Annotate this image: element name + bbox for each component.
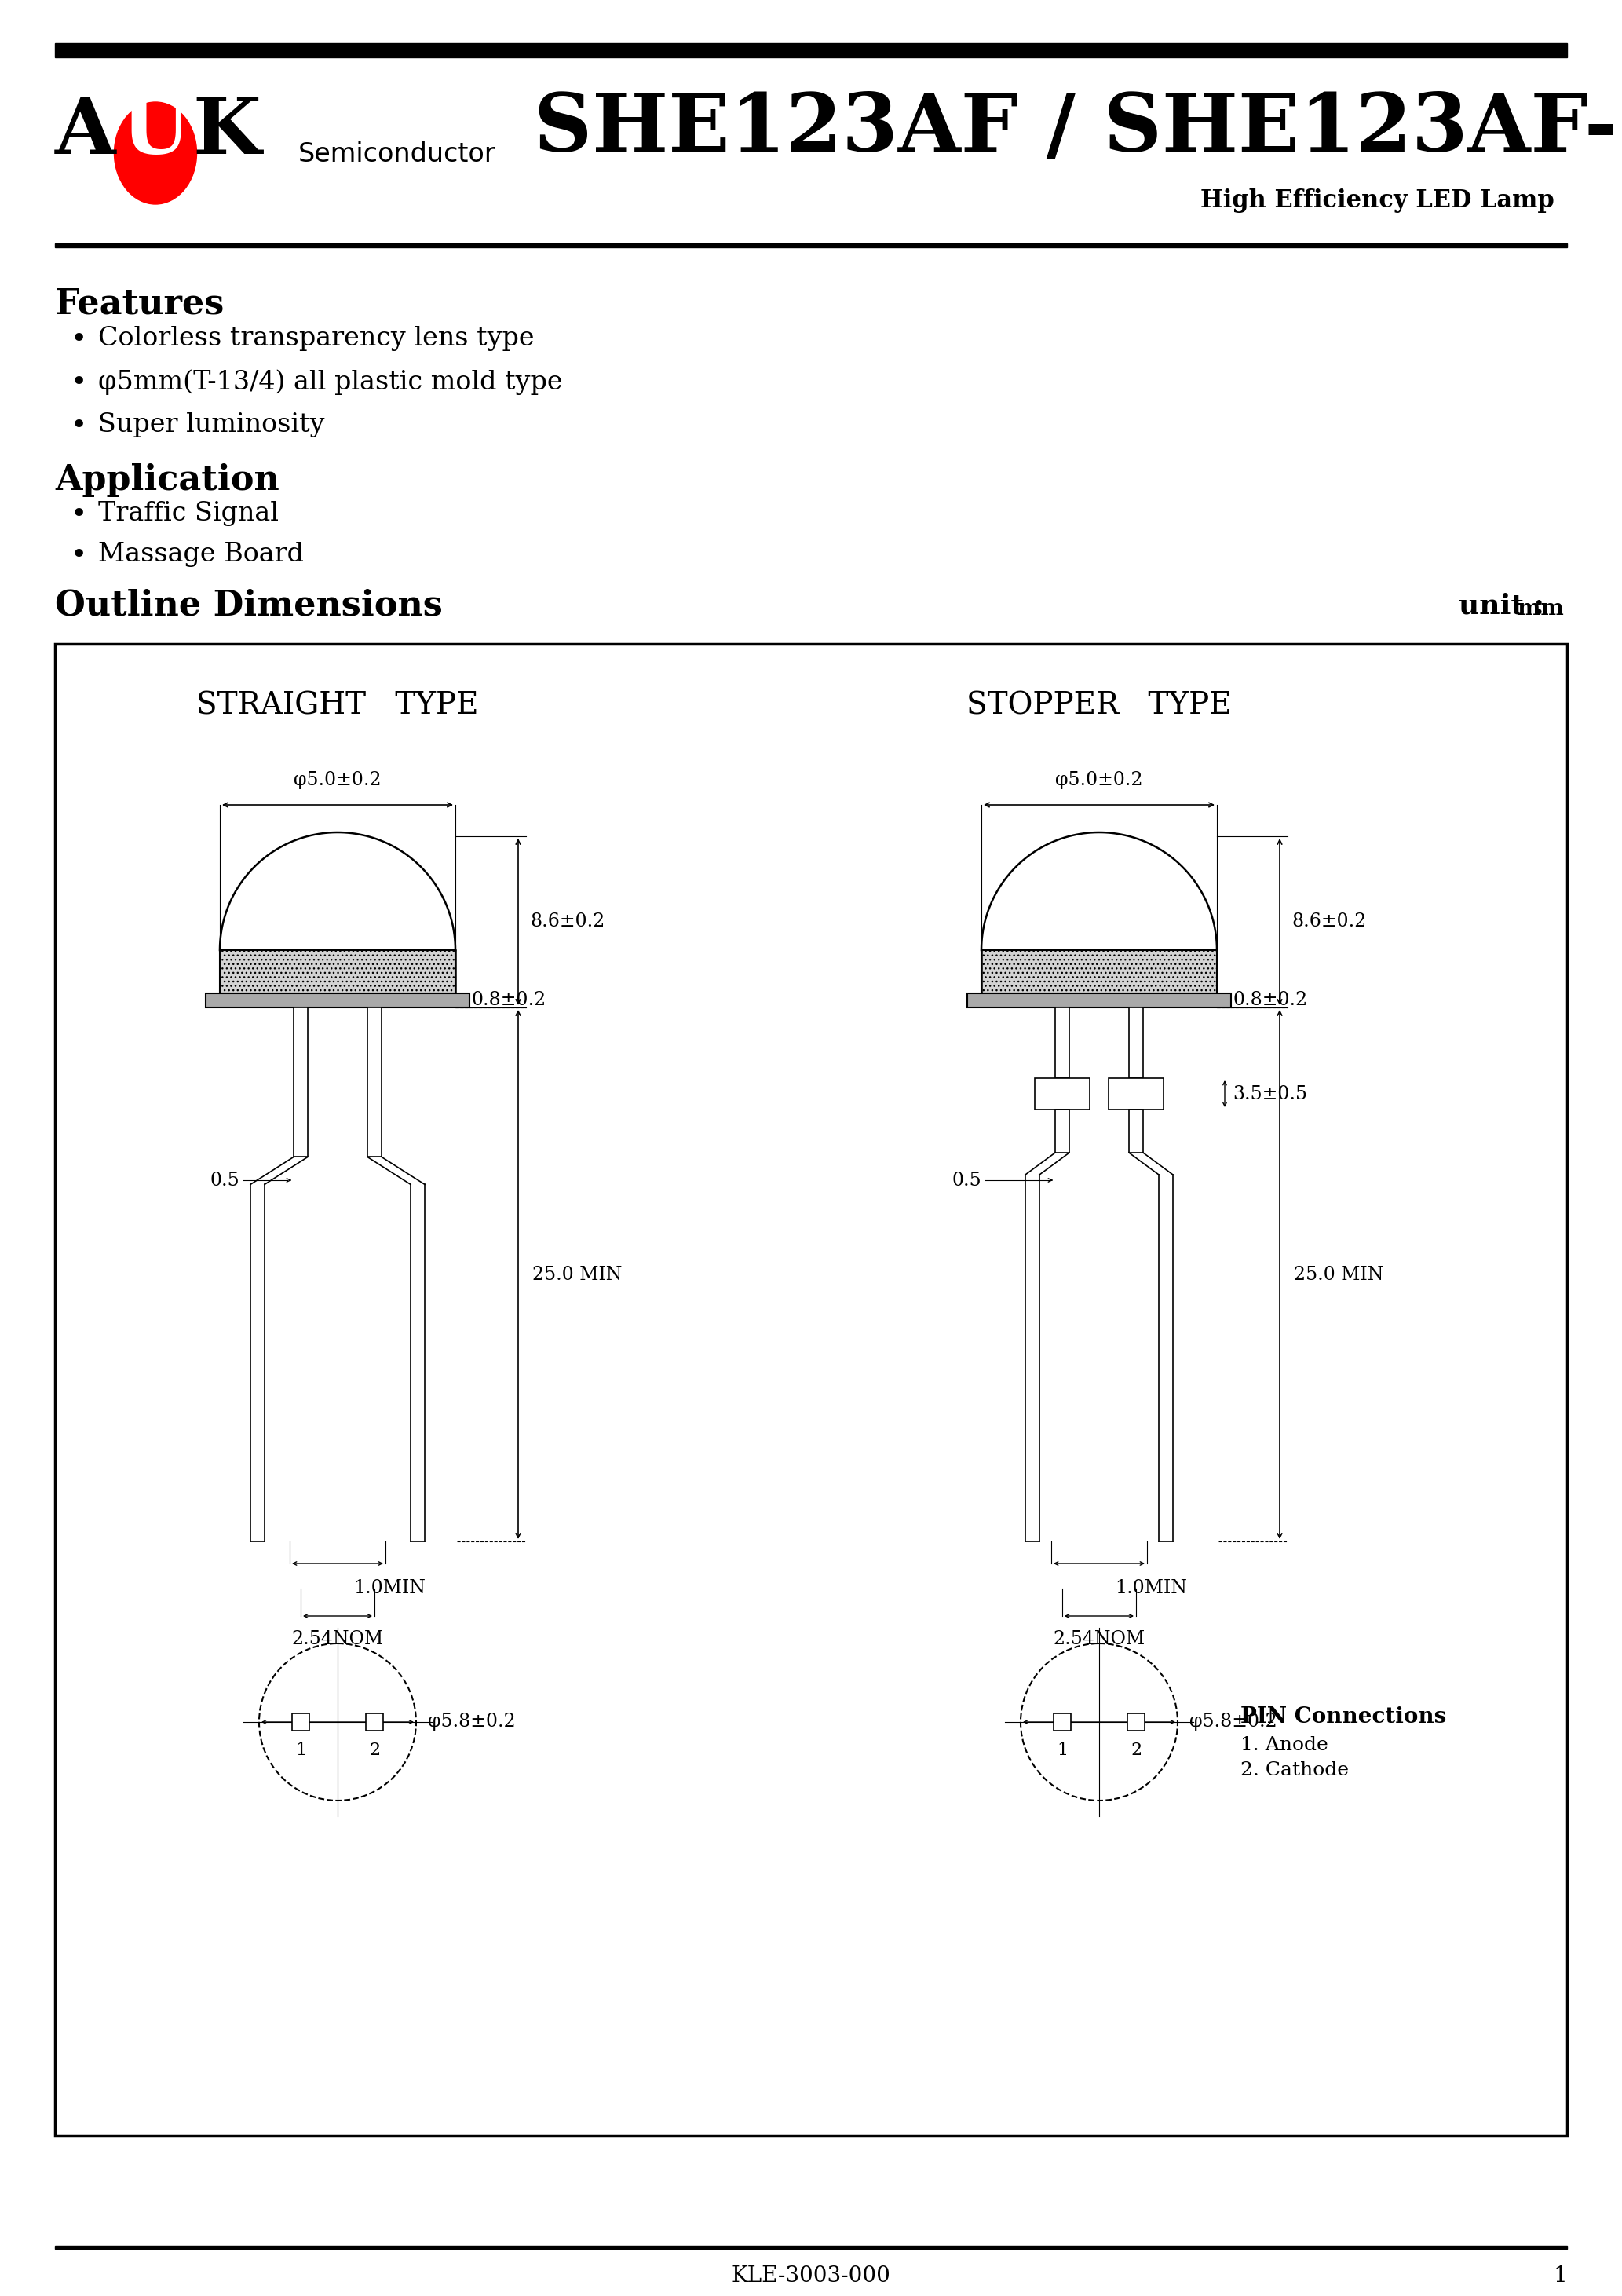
- Bar: [294, 1008, 308, 1157]
- Text: •: •: [71, 542, 88, 569]
- Text: U: U: [122, 94, 190, 170]
- Text: High Efficiency LED Lamp: High Efficiency LED Lamp: [1200, 188, 1554, 214]
- Text: STRAIGHT   TYPE: STRAIGHT TYPE: [196, 691, 478, 721]
- Text: φ5.8±0.2: φ5.8±0.2: [1189, 1713, 1277, 1731]
- Bar: [367, 1713, 383, 1731]
- Bar: [967, 994, 1231, 1008]
- Text: 25.0 MIN: 25.0 MIN: [532, 1265, 623, 1283]
- Text: •: •: [71, 501, 88, 528]
- Text: K: K: [193, 94, 261, 170]
- Text: KLE-3003-000: KLE-3003-000: [732, 2266, 890, 2287]
- Bar: [55, 643, 1567, 2135]
- Bar: [1054, 1713, 1071, 1731]
- Text: Colorless transparency lens type: Colorless transparency lens type: [99, 326, 534, 351]
- Text: Application: Application: [55, 464, 279, 496]
- Text: 8.6±0.2: 8.6±0.2: [1291, 914, 1366, 930]
- Text: 2.54NOM: 2.54NOM: [1053, 1630, 1145, 1649]
- Bar: [221, 951, 456, 994]
- Text: Features: Features: [55, 287, 225, 321]
- Text: 1.0MIN: 1.0MIN: [1114, 1580, 1187, 1598]
- Text: 3.5±0.5: 3.5±0.5: [1233, 1084, 1307, 1102]
- Text: unit :: unit :: [1460, 592, 1554, 620]
- Bar: [368, 1008, 381, 1157]
- Text: 2.54NOM: 2.54NOM: [292, 1630, 384, 1649]
- Text: 0.8±0.2: 0.8±0.2: [1233, 992, 1307, 1010]
- Bar: [55, 44, 1567, 57]
- Text: 8.6±0.2: 8.6±0.2: [530, 914, 605, 930]
- Text: STOPPER   TYPE: STOPPER TYPE: [967, 691, 1231, 721]
- Bar: [55, 2245, 1567, 2248]
- Text: •: •: [71, 326, 88, 354]
- Text: 2: 2: [368, 1743, 380, 1759]
- Text: 1: 1: [1056, 1743, 1067, 1759]
- Bar: [1108, 1079, 1163, 1109]
- Text: mm: mm: [1518, 599, 1564, 620]
- Bar: [1035, 1079, 1090, 1109]
- Text: PIN Connections: PIN Connections: [1241, 1706, 1447, 1727]
- Text: Super luminosity: Super luminosity: [99, 413, 324, 436]
- Text: Traffic Signal: Traffic Signal: [99, 501, 279, 526]
- Bar: [1129, 1109, 1144, 1153]
- Text: 0.8±0.2: 0.8±0.2: [470, 992, 547, 1010]
- Bar: [292, 1713, 310, 1731]
- Text: •: •: [71, 413, 88, 439]
- Text: φ5.8±0.2: φ5.8±0.2: [428, 1713, 516, 1731]
- Text: SHE123AF / SHE123AF-(B): SHE123AF / SHE123AF-(B): [534, 90, 1622, 168]
- Ellipse shape: [114, 101, 196, 204]
- Text: 1. Anode: 1. Anode: [1241, 1736, 1328, 1754]
- Bar: [1056, 1109, 1069, 1153]
- Bar: [1127, 1713, 1145, 1731]
- Text: 1: 1: [295, 1743, 307, 1759]
- Text: Outline Dimensions: Outline Dimensions: [55, 588, 443, 622]
- Text: •: •: [71, 370, 88, 395]
- Text: 0.5: 0.5: [209, 1171, 240, 1189]
- Text: 1.0MIN: 1.0MIN: [354, 1580, 425, 1598]
- Bar: [55, 243, 1567, 248]
- Bar: [206, 994, 469, 1008]
- Text: 2. Cathode: 2. Cathode: [1241, 1761, 1350, 1779]
- Text: φ5.0±0.2: φ5.0±0.2: [294, 771, 381, 790]
- Text: 1: 1: [1554, 2266, 1567, 2287]
- Bar: [1056, 1008, 1069, 1079]
- Text: 2: 2: [1131, 1743, 1142, 1759]
- Text: Massage Board: Massage Board: [99, 542, 303, 567]
- Bar: [981, 951, 1216, 994]
- Text: φ5.0±0.2: φ5.0±0.2: [1056, 771, 1144, 790]
- Bar: [1129, 1008, 1144, 1079]
- Text: Semiconductor: Semiconductor: [298, 142, 496, 168]
- Text: 0.5: 0.5: [952, 1171, 981, 1189]
- Text: φ5mm(T-13/4) all plastic mold type: φ5mm(T-13/4) all plastic mold type: [99, 370, 563, 395]
- Text: 25.0 MIN: 25.0 MIN: [1294, 1265, 1384, 1283]
- Text: A: A: [55, 94, 115, 170]
